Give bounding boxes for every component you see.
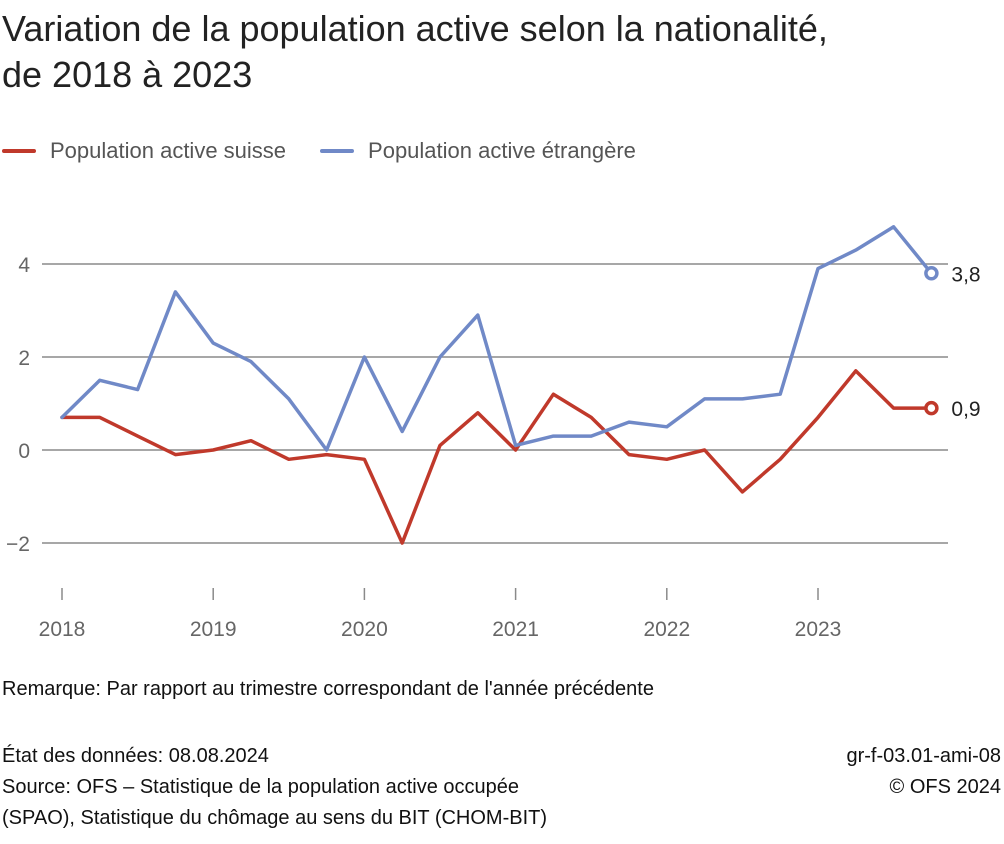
y-tick-label: −2 <box>6 533 30 556</box>
y-tick-label: 0 <box>18 440 30 463</box>
x-tick-label: 2020 <box>341 618 388 641</box>
end-labels: 0,9 3,8 <box>951 263 980 421</box>
series-lines <box>60 225 939 545</box>
y-axis: −2 0 2 4 <box>6 254 30 556</box>
source-line2: (SPAO), Statistique du chômage au sens d… <box>2 807 548 829</box>
chart-note: Remarque: Par rapport au trimestre corre… <box>2 678 654 700</box>
source-line1: Source: OFS – Statistique de la populati… <box>2 776 519 798</box>
legend-swatch-etrangere <box>320 149 355 153</box>
legend-label-etrangere: Population active étrangère <box>368 138 636 163</box>
x-tick-label: 2021 <box>492 618 539 641</box>
copyright: © OFS 2024 <box>889 776 1001 798</box>
end-point-suisse <box>924 400 939 416</box>
x-axis: 2018 2019 2020 2021 2022 2023 <box>39 588 842 641</box>
grid-lines <box>42 263 948 544</box>
end-label-etrangere: 3,8 <box>951 263 980 286</box>
x-tick-label: 2023 <box>795 618 842 641</box>
legend-label-suisse: Population active suisse <box>50 138 287 163</box>
x-tick-label: 2022 <box>643 618 690 641</box>
chart-title-line2: de 2018 à 2023 <box>2 54 253 95</box>
footer-left: État des données: 08.08.2024 Source: OFS… <box>2 741 702 834</box>
chart-title: Variation de la population active selon … <box>2 6 992 98</box>
y-tick-label: 2 <box>18 347 30 370</box>
end-point-etrangere <box>924 266 939 281</box>
legend-swatch-suisse <box>2 149 36 153</box>
series-line-suisse <box>60 369 934 545</box>
x-tick-label: 2019 <box>190 618 237 641</box>
data-date: État des données: 08.08.2024 <box>2 745 269 767</box>
chart-title-line1: Variation de la population active selon … <box>2 8 828 49</box>
series-line-etrangere <box>60 225 934 452</box>
x-tick-label: 2018 <box>39 618 86 641</box>
footer-right: gr-f-03.01-ami-08 © OFS 2024 <box>846 741 1001 803</box>
y-tick-label: 4 <box>18 254 30 277</box>
line-chart: −2 0 2 4 2018 2019 2020 2021 2022 2023 0,9 3,8 <box>6 225 981 641</box>
chart-legend: Population active suisse Population acti… <box>2 136 670 166</box>
end-label-suisse: 0,9 <box>951 398 980 421</box>
chart-code: gr-f-03.01-ami-08 <box>846 745 1001 767</box>
legend-item-suisse[interactable]: Population active suisse <box>2 138 286 164</box>
legend-item-etrangere[interactable]: Population active étrangère <box>320 138 636 164</box>
